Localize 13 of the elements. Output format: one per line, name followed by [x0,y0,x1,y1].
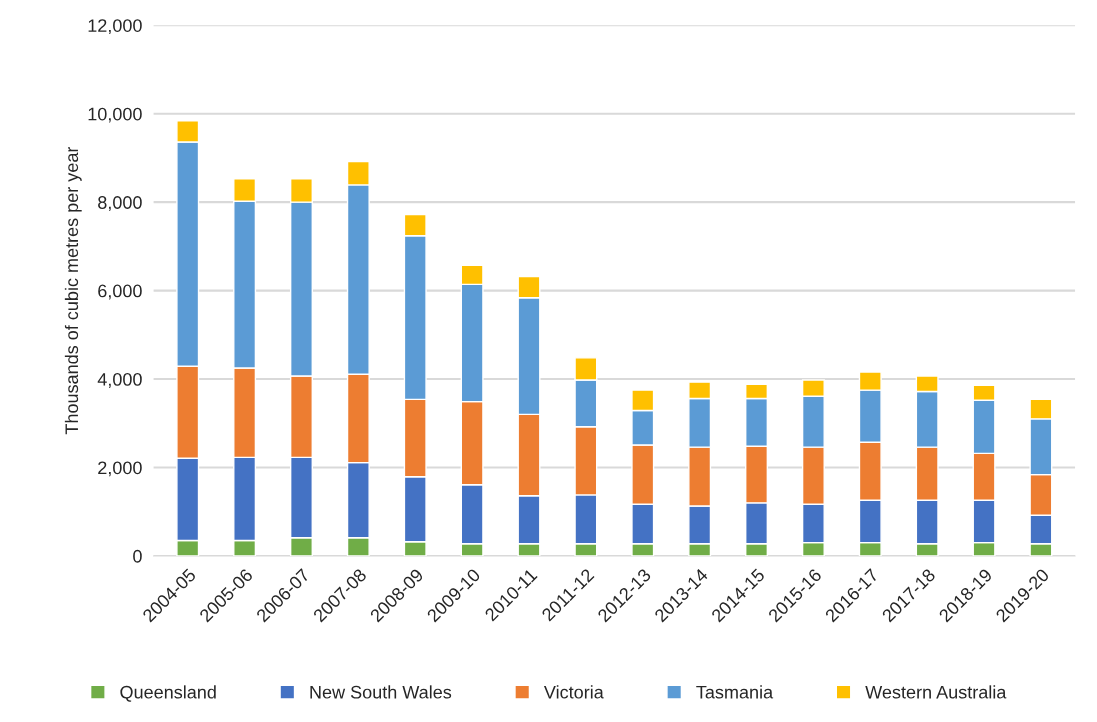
y-tick-label: 6,000 [98,284,142,300]
y-tick-label: 8,000 [98,196,142,212]
legend-label: Victoria [543,685,604,699]
y-tick-label: 4,000 [97,372,142,388]
y-tick-label: 2,000 [98,461,142,477]
y-tick-label: 10,000 [88,107,142,123]
y-tick-label: 12,000 [88,19,142,35]
legend-label: Queensland [120,685,216,702]
y-axis-title: Thousands of cubic metres per year [64,146,82,435]
legend-label: New South Wales [310,685,452,699]
y-tick-label: 0 [133,549,142,563]
legend-label: Tasmania [696,685,774,699]
legend-label: Western Australia [865,685,1007,699]
